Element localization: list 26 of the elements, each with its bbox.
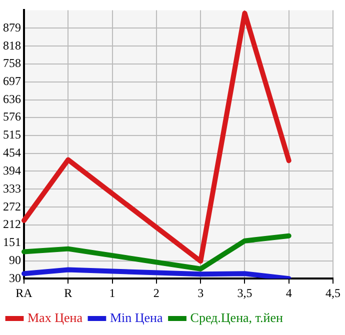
y-tick-label: 394 [3,163,21,178]
x-tick-label: RA [16,286,33,300]
y-tick-label: 212 [3,217,21,232]
y-tick-label: 758 [3,56,21,70]
y-tick-label: 151 [3,235,21,250]
y-tick-label: 818 [3,38,21,52]
x-tick-label: 4 [286,286,292,300]
x-tick-label: 2 [153,286,160,300]
legend-label: Min Цена [110,310,163,325]
y-tick-label: 272 [3,199,21,214]
legend-label: Max Цена [28,310,83,325]
y-tick-label: 879 [3,20,21,34]
y-tick-label: 30 [9,270,21,285]
y-tick-label: 454 [3,146,21,160]
y-tick-label: 697 [3,74,21,88]
y-tick-label: 90 [9,253,21,268]
y-tick-label: 333 [3,181,21,196]
x-tick-label: 4,5 [326,286,340,300]
x-tick-label: 3 [198,286,204,300]
x-tick-label: 1 [109,286,116,300]
x-tick-label: R [64,286,72,300]
legend-label: Сред.Цена, т.йен [190,310,283,325]
y-tick-label: 576 [3,110,21,124]
x-tick-label: 3,5 [237,286,252,300]
y-tick-label: 515 [3,128,21,142]
y-tick-label: 636 [3,92,21,106]
